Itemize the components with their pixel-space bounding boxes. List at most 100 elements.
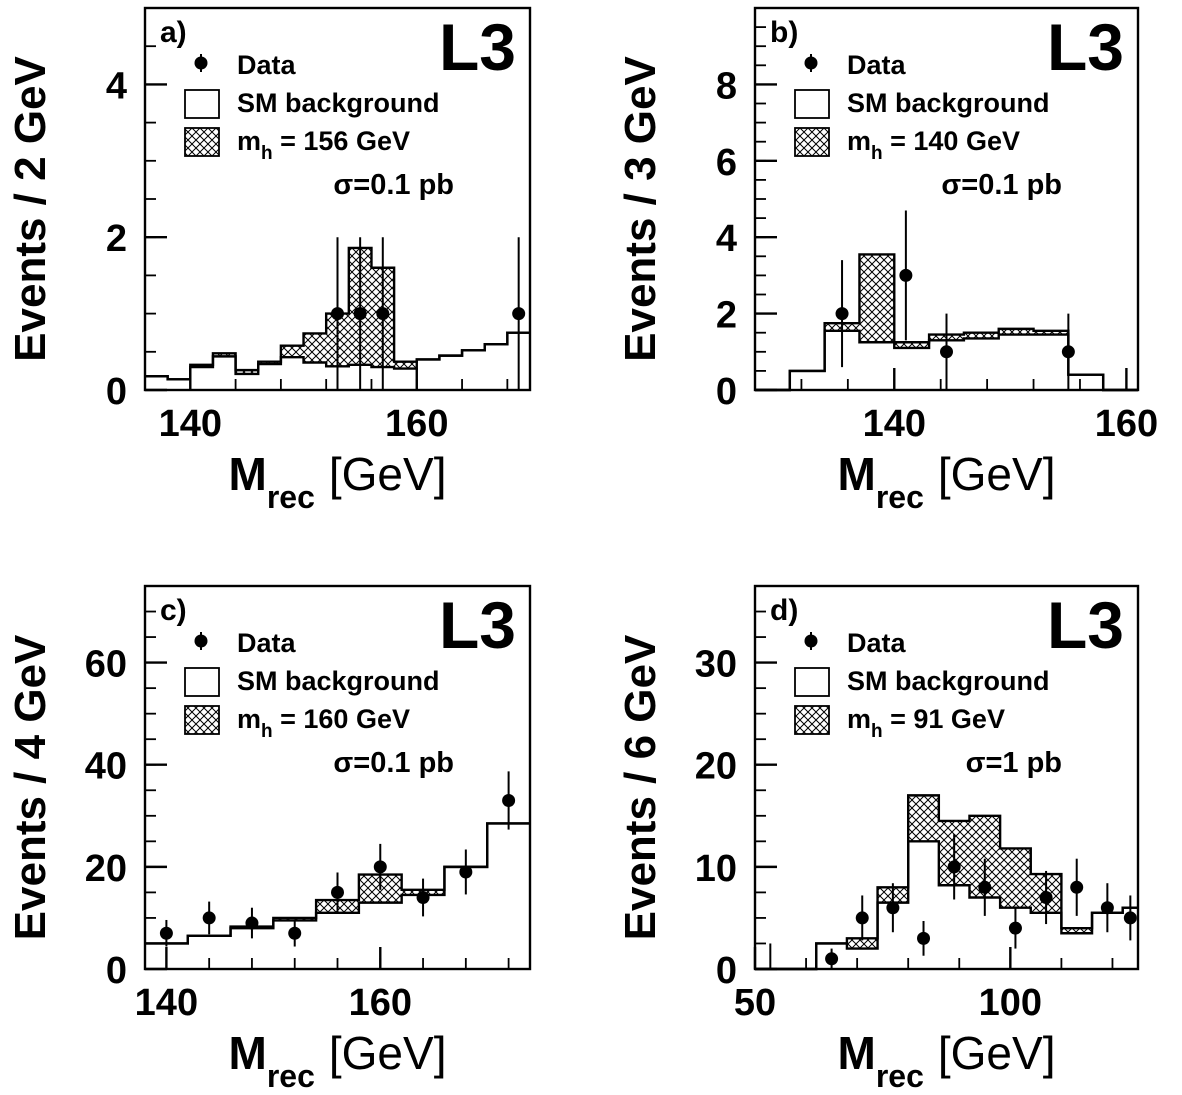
y-axis-title: Events / 3 GeV bbox=[616, 55, 665, 361]
data-point bbox=[1061, 345, 1075, 359]
data-point bbox=[835, 307, 849, 321]
signal-bin bbox=[846, 938, 878, 949]
y-tick-label: 0 bbox=[106, 950, 127, 992]
y-tick-label: 0 bbox=[716, 371, 737, 413]
signal-bin bbox=[235, 370, 259, 374]
signal-bin bbox=[1061, 928, 1093, 934]
background-histogram bbox=[145, 822, 530, 945]
x-axis-title-sub: rec bbox=[876, 479, 924, 515]
y-tick-label: 4 bbox=[716, 218, 737, 260]
legend-signal-sub: h bbox=[871, 143, 883, 164]
data-point bbox=[1123, 911, 1137, 925]
y-tick-label: 20 bbox=[695, 746, 737, 788]
chart-panel-3: 0 20 40 60 140 160 Events / 4 GeV Mrec [GeV] c) L3… bbox=[6, 584, 532, 1094]
panel-label: d) bbox=[770, 594, 798, 627]
legend-background-label: SM background bbox=[847, 666, 1050, 696]
signal-bin bbox=[280, 345, 304, 358]
legend-signal-label: mh = 140 GeV bbox=[847, 126, 1020, 164]
x-axis-title: Mrec [GeV] bbox=[838, 1027, 1056, 1094]
legend-signal-suffix: = 156 GeV bbox=[273, 126, 410, 156]
x-tick-label: 140 bbox=[135, 982, 198, 1024]
x-axis-title-main: M bbox=[229, 1027, 267, 1079]
legend-cross-section: σ=0.1 pb bbox=[941, 169, 1062, 201]
data-point bbox=[886, 901, 900, 915]
panel-label: c) bbox=[160, 594, 187, 627]
x-axis-title: Mrec [GeV] bbox=[229, 1027, 447, 1094]
data-point bbox=[1070, 880, 1084, 894]
plot-frame bbox=[753, 584, 1140, 971]
legend-signal-prefix: m bbox=[237, 126, 261, 156]
data-point bbox=[202, 911, 216, 925]
y-tick-label: 6 bbox=[716, 142, 737, 184]
legend-signal-sub: h bbox=[261, 721, 273, 742]
chart-panel-1: 0 2 4 140 160 Events / 2 GeV Mrec [GeV] a) L3 Data… bbox=[6, 6, 532, 515]
x-tick-label: 140 bbox=[863, 403, 926, 445]
signal-bin bbox=[908, 795, 939, 842]
legend-signal-prefix: m bbox=[847, 704, 871, 734]
y-tick-label: 4 bbox=[106, 65, 127, 107]
x-tick-label: 160 bbox=[1095, 403, 1158, 445]
legend-background-swatch bbox=[184, 667, 220, 697]
legend-background-swatch bbox=[184, 89, 220, 119]
legend-signal-prefix: m bbox=[237, 704, 261, 734]
data-point bbox=[502, 793, 516, 807]
legend-signal-prefix: m bbox=[847, 126, 871, 156]
signal-bin bbox=[1000, 848, 1031, 908]
data-point bbox=[459, 865, 473, 879]
legend-background-swatch bbox=[794, 89, 830, 119]
data-point bbox=[331, 307, 344, 321]
y-tick-label: 0 bbox=[106, 371, 127, 413]
data-point bbox=[899, 268, 913, 282]
legend-signal-label: mh = 91 GeV bbox=[847, 704, 1005, 742]
background-histogram bbox=[755, 840, 1138, 971]
legend-cross-section: σ=0.1 pb bbox=[333, 169, 454, 201]
x-axis-title-unit: [GeV] bbox=[329, 1027, 447, 1079]
data-point bbox=[1008, 921, 1022, 935]
legend-signal-label: mh = 156 GeV bbox=[237, 126, 410, 164]
y-tick-label: 2 bbox=[106, 218, 127, 260]
experiment-label: L3 bbox=[1047, 588, 1124, 662]
x-tick-label: 140 bbox=[159, 403, 222, 445]
x-axis-title-unit: [GeV] bbox=[938, 448, 1056, 500]
data-point bbox=[512, 307, 526, 321]
legend-data-label: Data bbox=[847, 50, 907, 80]
legend-background-label: SM background bbox=[237, 88, 440, 118]
data-point bbox=[917, 931, 931, 945]
legend-signal-suffix: = 160 GeV bbox=[273, 704, 410, 734]
signal-bin bbox=[212, 353, 236, 357]
data-point bbox=[288, 926, 302, 940]
x-axis-title-sub: rec bbox=[876, 1058, 924, 1094]
y-axis-title: Events / 2 GeV bbox=[6, 55, 55, 361]
legend-signal-label: mh = 160 GeV bbox=[237, 704, 410, 742]
y-tick-label: 40 bbox=[85, 746, 127, 788]
signal-bin bbox=[394, 361, 417, 369]
chart-panel-2: 0 2 4 6 8 140 160 Events / 3 GeV Mrec [GeV] b) L3 Da… bbox=[616, 6, 1158, 515]
panel-label: a) bbox=[160, 16, 187, 49]
x-axis-title-main: M bbox=[838, 448, 876, 500]
data-point bbox=[978, 880, 992, 894]
chart-panel-4: 0 10 20 30 50 100 Events / 6 GeV Mrec [GeV] d) L3 D… bbox=[616, 584, 1140, 1094]
x-axis-title-main: M bbox=[838, 1027, 876, 1079]
y-tick-label: 0 bbox=[716, 950, 737, 992]
y-tick-label: 30 bbox=[695, 644, 737, 686]
legend-signal-suffix: = 140 GeV bbox=[883, 126, 1020, 156]
y-tick-label: 8 bbox=[716, 65, 737, 107]
x-tick-label: 100 bbox=[979, 982, 1042, 1024]
x-tick-label: 160 bbox=[385, 403, 448, 445]
legend-background-swatch bbox=[794, 667, 830, 697]
x-axis-title-sub: rec bbox=[267, 1058, 315, 1094]
legend-signal-swatch bbox=[184, 705, 220, 735]
x-axis-title: Mrec [GeV] bbox=[838, 448, 1056, 515]
data-point bbox=[940, 345, 953, 359]
experiment-label: L3 bbox=[439, 588, 516, 662]
signal-bin bbox=[998, 328, 1034, 335]
legend-signal-swatch bbox=[184, 127, 220, 157]
data-point bbox=[947, 860, 961, 874]
legend-background-label: SM background bbox=[847, 88, 1050, 118]
data-point bbox=[855, 911, 869, 925]
x-tick-label: 50 bbox=[734, 982, 776, 1024]
x-tick-label: 160 bbox=[349, 982, 412, 1024]
signal-bin bbox=[1033, 330, 1069, 335]
legend-data-label: Data bbox=[847, 628, 907, 658]
